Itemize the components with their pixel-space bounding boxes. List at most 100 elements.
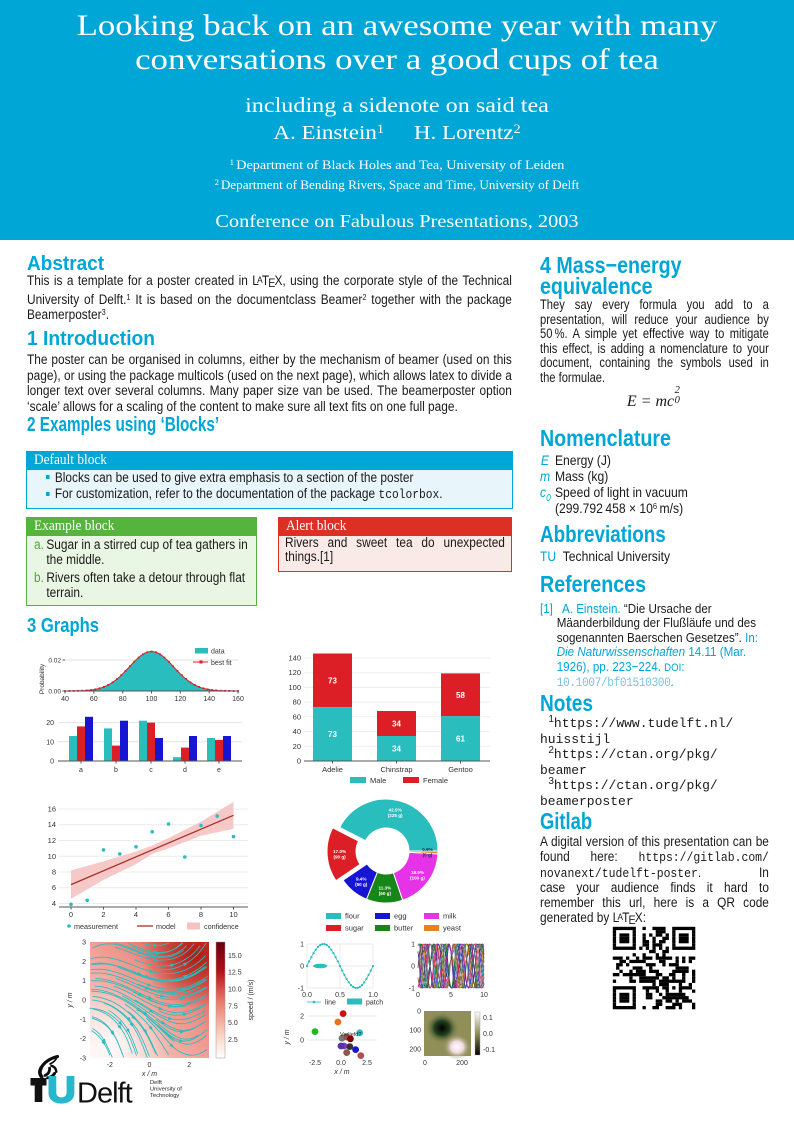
svg-text:5.0: 5.0 xyxy=(228,1020,238,1027)
svg-text:b: b xyxy=(114,767,118,774)
svg-text:d: d xyxy=(183,767,187,774)
svg-text:2.5: 2.5 xyxy=(228,1037,238,1044)
svg-text:best fit: best fit xyxy=(211,660,232,667)
svg-text:120: 120 xyxy=(288,668,301,677)
svg-text:x / m: x / m xyxy=(141,1071,157,1078)
svg-text:120: 120 xyxy=(174,696,186,703)
svg-text:0: 0 xyxy=(423,1060,427,1067)
svg-text:-1: -1 xyxy=(409,986,415,993)
svg-text:60: 60 xyxy=(293,712,301,721)
svg-text:0.02: 0.02 xyxy=(48,658,61,665)
svg-text:Delft: Delft xyxy=(150,1080,162,1086)
svg-text:6: 6 xyxy=(52,883,56,892)
svg-text:1.0: 1.0 xyxy=(368,992,378,999)
svg-text:0: 0 xyxy=(148,1062,152,1069)
svg-text:0.00: 0.00 xyxy=(48,689,61,696)
svg-text:0.5: 0.5 xyxy=(335,992,345,999)
svg-text:line: line xyxy=(325,1000,336,1007)
svg-text:-2: -2 xyxy=(80,1036,86,1043)
svg-text:0.0: 0.0 xyxy=(302,992,312,999)
svg-text:milk: milk xyxy=(443,912,457,921)
svg-text:100: 100 xyxy=(288,683,301,692)
svg-text:0: 0 xyxy=(300,1038,304,1045)
svg-text:a: a xyxy=(79,767,83,774)
svg-text:0: 0 xyxy=(300,964,304,971)
svg-text:15.0: 15.0 xyxy=(228,953,242,960)
svg-text:0: 0 xyxy=(297,757,301,766)
svg-text:10: 10 xyxy=(229,910,237,919)
svg-text:7.5: 7.5 xyxy=(228,1003,238,1010)
svg-text:-1: -1 xyxy=(80,1017,86,1024)
svg-text:e: e xyxy=(217,767,221,774)
svg-text:Verliefd?: Verliefd? xyxy=(340,1032,361,1038)
svg-text:-3: -3 xyxy=(80,1056,86,1063)
svg-text:University of: University of xyxy=(150,1087,182,1093)
svg-text:60: 60 xyxy=(90,696,98,703)
svg-text:0: 0 xyxy=(416,992,420,998)
svg-text:0: 0 xyxy=(411,964,415,971)
svg-text:9.4%: 9.4% xyxy=(356,877,366,882)
svg-text:2: 2 xyxy=(300,1014,304,1021)
svg-text:y / m: y / m xyxy=(284,1029,291,1045)
svg-text:Chinstrap: Chinstrap xyxy=(380,765,412,774)
svg-text:10: 10 xyxy=(480,992,488,998)
svg-text:2: 2 xyxy=(101,910,105,919)
svg-text:73: 73 xyxy=(328,730,337,739)
svg-text:20: 20 xyxy=(293,742,301,751)
svg-text:80: 80 xyxy=(119,696,127,703)
svg-text:butter: butter xyxy=(394,924,414,933)
svg-text:200: 200 xyxy=(456,1060,468,1067)
svg-text:1: 1 xyxy=(82,978,86,985)
svg-text:Adelie: Adelie xyxy=(322,765,343,774)
svg-text:-0.1: -0.1 xyxy=(483,1047,495,1054)
svg-text:10: 10 xyxy=(46,739,54,746)
svg-text:16: 16 xyxy=(48,805,56,814)
svg-text:(50 g): (50 g) xyxy=(355,882,368,887)
svg-text:speed / (m/s): speed / (m/s) xyxy=(248,980,255,1021)
svg-text:2: 2 xyxy=(187,1062,191,1069)
svg-text:measurement: measurement xyxy=(74,922,118,931)
svg-text:12: 12 xyxy=(48,836,56,845)
svg-text:yeast: yeast xyxy=(443,924,462,933)
svg-text:200: 200 xyxy=(409,1047,421,1054)
svg-text:0.0: 0.0 xyxy=(483,1031,493,1038)
svg-text:3: 3 xyxy=(82,940,86,947)
svg-text:4: 4 xyxy=(134,910,138,919)
svg-text:1: 1 xyxy=(411,942,415,949)
svg-text:patch: patch xyxy=(366,1000,383,1007)
svg-text:0.0: 0.0 xyxy=(336,1060,346,1067)
svg-text:34: 34 xyxy=(392,745,401,754)
svg-text:17.0%: 17.0% xyxy=(333,849,346,854)
svg-text:confidence: confidence xyxy=(204,922,239,931)
svg-text:61: 61 xyxy=(456,735,465,744)
svg-text:10: 10 xyxy=(48,852,56,861)
svg-text:Gentoo: Gentoo xyxy=(448,765,473,774)
svg-text:egg: egg xyxy=(394,912,407,921)
svg-text:2: 2 xyxy=(82,959,86,966)
svg-text:data: data xyxy=(211,649,225,656)
svg-text:8: 8 xyxy=(199,910,203,919)
svg-text:c: c xyxy=(149,767,153,774)
svg-text:sugar: sugar xyxy=(345,924,364,933)
svg-text:model: model xyxy=(156,922,176,931)
svg-text:5: 5 xyxy=(449,992,453,998)
svg-text:0: 0 xyxy=(417,1009,421,1016)
svg-text:(60 g): (60 g) xyxy=(379,891,392,896)
svg-text:20: 20 xyxy=(46,720,54,727)
svg-text:Female: Female xyxy=(423,776,448,784)
svg-text:4: 4 xyxy=(52,899,56,908)
svg-text:14: 14 xyxy=(48,820,56,829)
svg-text:Male: Male xyxy=(370,776,386,784)
svg-text:58: 58 xyxy=(456,691,465,700)
svg-text:73: 73 xyxy=(328,676,337,685)
svg-text:10.0: 10.0 xyxy=(228,987,242,994)
svg-text:42.5%: 42.5% xyxy=(389,808,402,813)
svg-text:100: 100 xyxy=(146,696,158,703)
svg-text:11.3%: 11.3% xyxy=(379,886,392,891)
svg-text:(225 g): (225 g) xyxy=(388,813,403,818)
svg-text:1: 1 xyxy=(300,942,304,949)
svg-text:2.5: 2.5 xyxy=(362,1060,372,1067)
svg-text:8: 8 xyxy=(52,868,56,877)
svg-text:-2: -2 xyxy=(107,1062,113,1069)
svg-text:0: 0 xyxy=(82,998,86,1005)
